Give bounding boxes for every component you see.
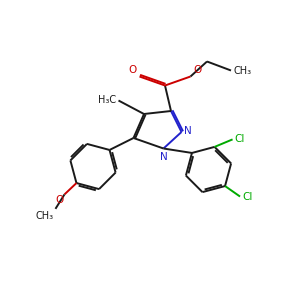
Text: N: N [160, 152, 167, 162]
Text: O: O [55, 195, 63, 205]
Text: H₃C: H₃C [98, 95, 116, 105]
Text: O: O [193, 65, 201, 75]
Text: CH₃: CH₃ [233, 65, 251, 76]
Text: Cl: Cl [242, 192, 253, 202]
Text: Cl: Cl [235, 134, 245, 144]
Text: N: N [184, 126, 192, 136]
Text: O: O [128, 65, 136, 75]
Text: CH₃: CH₃ [36, 211, 54, 221]
